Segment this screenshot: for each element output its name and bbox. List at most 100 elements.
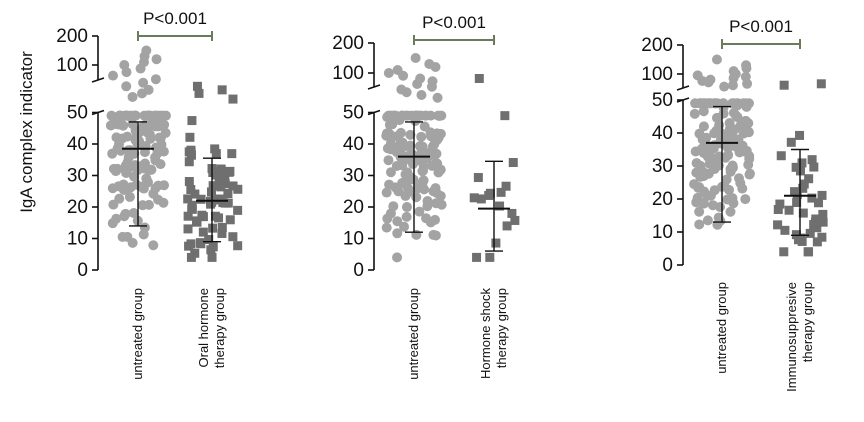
data-point [110,166,121,177]
data-point [137,200,148,211]
category-label: Oral hormone [196,288,211,367]
data-point [692,192,703,203]
data-point [383,68,394,78]
data-point [720,152,731,163]
data-point [114,135,125,146]
data-point [741,60,752,71]
series-treated [469,74,520,262]
y-tick-label: 50 [67,103,88,124]
data-point [392,228,403,239]
data-point [385,167,396,178]
data-point [401,202,412,213]
y-tick-label: 100 [641,64,673,85]
data-point [735,178,746,189]
y-tick-label: 10 [652,222,673,243]
panel-2: 0 10 20 30 40 50 100 200 P<0.001 untreated group H… [332,13,520,380]
data-point [485,188,495,198]
data-point [210,194,220,204]
data-point [433,132,444,143]
data-point [798,208,808,218]
data-point [228,181,238,191]
data-point [427,76,438,87]
data-point [411,229,422,240]
data-point [500,111,510,121]
data-point [809,162,819,172]
data-point [472,252,482,262]
y-tick-label: 100 [332,63,364,84]
data-point [150,74,161,85]
data-point [195,238,205,248]
data-point [138,229,149,240]
data-point [495,201,505,211]
data-point [217,85,227,95]
y-tick-label: 40 [67,134,88,155]
data-point [190,189,200,199]
data-point [773,205,783,215]
data-point [136,182,147,193]
data-point [406,110,417,121]
category-label: Immunosuppresive [784,282,799,392]
data-point [804,174,814,184]
data-point [184,177,194,187]
data-point [417,141,428,152]
data-point [476,194,486,204]
data-point [431,148,442,159]
data-point [223,189,233,199]
data-point [469,193,479,203]
data-point [399,140,410,151]
data-point [812,237,822,247]
data-point [160,110,171,121]
data-point [807,193,817,203]
data-point [817,190,827,200]
data-point [150,183,161,194]
data-point [424,59,435,69]
data-point [702,215,713,226]
y-tick-label: 20 [343,197,364,218]
data-point [130,110,141,121]
y-tick-label: 20 [67,197,88,218]
data-point [804,247,814,257]
data-point [211,149,221,159]
y-tick-label: 0 [353,260,364,281]
data-point [227,149,237,159]
y-tick-label: 0 [77,260,88,281]
data-point [117,231,128,242]
data-point [715,215,726,226]
series-untreated [689,54,755,230]
data-point [148,240,159,251]
data-point [121,167,132,178]
data-point [728,66,739,77]
data-point [119,60,130,70]
data-point [807,155,817,165]
data-point [220,198,230,208]
data-point [382,213,393,224]
data-point [381,130,392,141]
data-point [381,222,392,233]
data-point [698,121,709,132]
data-point [773,220,783,230]
data-point [119,211,130,222]
data-point [430,183,441,194]
data-point [491,238,501,248]
data-point [384,119,395,130]
data-point [510,215,520,225]
data-point [410,53,421,63]
data-point [744,151,755,162]
data-point [473,173,483,183]
data-point [416,90,427,100]
data-point [791,162,801,172]
data-point [215,194,225,204]
data-point [143,84,154,95]
data-point [422,153,433,164]
data-point [151,54,162,65]
data-point [228,94,238,104]
data-point [194,88,204,98]
data-point [694,206,705,217]
data-point [416,131,427,142]
data-point [425,217,436,228]
data-point [810,217,820,227]
data-point [124,191,135,202]
data-point [817,232,827,242]
data-point [401,179,412,190]
